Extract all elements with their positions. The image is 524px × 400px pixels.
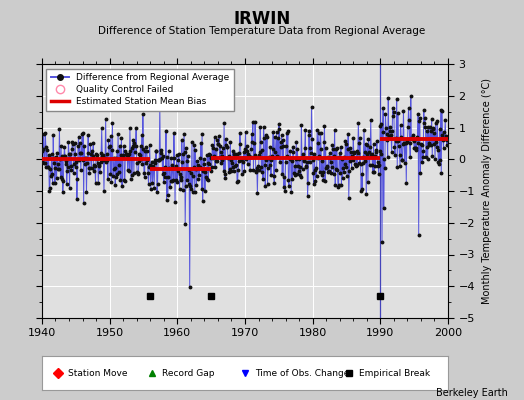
Y-axis label: Monthly Temperature Anomaly Difference (°C): Monthly Temperature Anomaly Difference (…: [482, 78, 492, 304]
Text: Empirical Break: Empirical Break: [358, 368, 430, 378]
Text: Berkeley Earth: Berkeley Earth: [436, 388, 508, 398]
Legend: Difference from Regional Average, Quality Control Failed, Estimated Station Mean: Difference from Regional Average, Qualit…: [47, 68, 234, 111]
Text: IRWIN: IRWIN: [233, 10, 291, 28]
Text: Difference of Station Temperature Data from Regional Average: Difference of Station Temperature Data f…: [99, 26, 425, 36]
Text: Time of Obs. Change: Time of Obs. Change: [255, 368, 350, 378]
Text: Record Gap: Record Gap: [162, 368, 214, 378]
Text: Station Move: Station Move: [68, 368, 128, 378]
